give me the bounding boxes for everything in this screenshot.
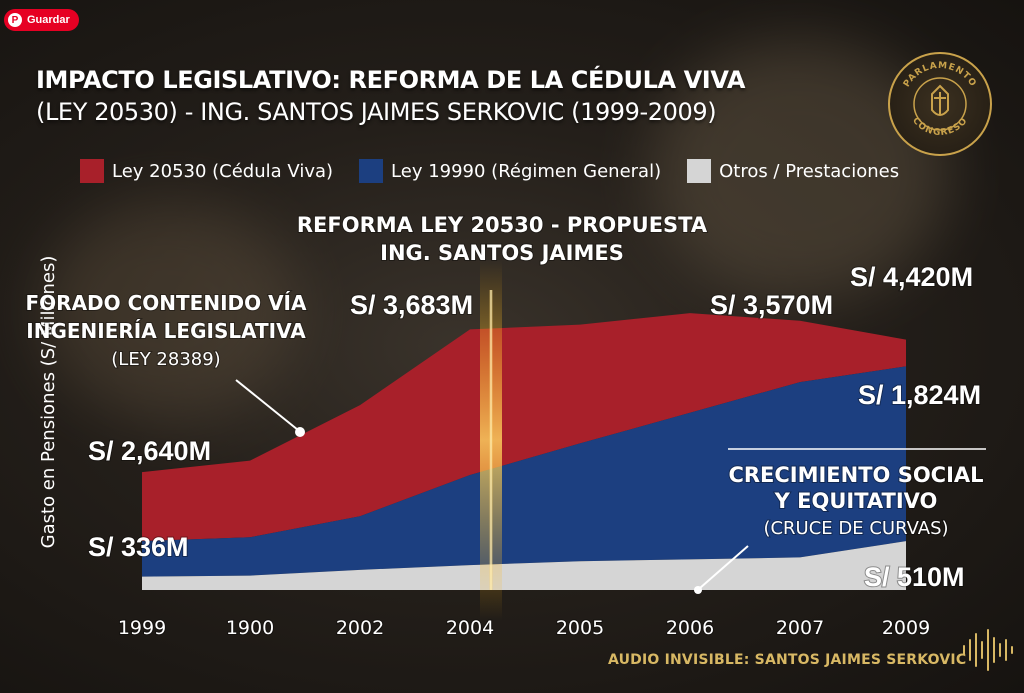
legend-item-ley-19990: Ley 19990 (Régimen General) xyxy=(359,159,661,183)
save-button[interactable]: P Guardar xyxy=(4,9,79,31)
annotation-pointer xyxy=(699,545,749,589)
legend-item-otros: Otros / Prestaciones xyxy=(687,159,899,183)
area-otros-prestaciones xyxy=(142,541,906,590)
x-tick-label: 2004 xyxy=(446,617,494,639)
title-line-2: (LEY 20530) - ING. SANTOS JAIMES SERKOVI… xyxy=(36,98,717,126)
congress-seal-icon: PARLAMENTO CONGRESO xyxy=(902,61,977,138)
value-label: S/ 3,570M xyxy=(710,290,833,320)
annotation-crecimiento: (CRUCE DE CURVAS) xyxy=(763,518,948,539)
x-tick-label: 2002 xyxy=(336,617,384,639)
area-ley-19990-r-gimen-general xyxy=(142,366,906,577)
title-line-1: IMPACTO LEGISLATIVO: REFORMA DE LA CÉDUL… xyxy=(36,66,746,94)
area-ley-20530-c-dula-viva xyxy=(142,313,906,542)
annotation-forado: (LEY 28389) xyxy=(111,349,220,370)
x-tick-label: 2007 xyxy=(776,617,824,639)
legend-swatch xyxy=(359,159,384,183)
legend-label: Otros / Prestaciones xyxy=(719,160,900,182)
y-axis-label: Gasto en Pensiones (S/ Millones) xyxy=(38,256,59,549)
audio-waveform-icon xyxy=(963,629,1013,671)
x-tick-label: 1900 xyxy=(226,617,274,639)
background-blur xyxy=(40,200,300,420)
x-tick-label: 2009 xyxy=(882,617,930,639)
legend-label: Ley 20530 (Cédula Viva) xyxy=(112,160,334,182)
annotation-forado: INGENIERÍA LEGISLATIVA xyxy=(26,319,306,343)
x-tick-label: 2006 xyxy=(666,617,714,639)
annotation-forado: FORADO CONTENIDO VÍA xyxy=(26,291,307,315)
value-label: S/ 510M xyxy=(864,562,965,592)
chart-legend: Ley 20530 (Cédula Viva) Ley 19990 (Régim… xyxy=(80,159,925,183)
footer-credit: AUDIO INVISIBLE: SANTOS JAIMES SERKOVIC xyxy=(608,652,967,668)
annotation-crecimiento: CRECIMIENTO SOCIAL xyxy=(728,463,983,487)
annotation-reform: ING. SANTOS JAIMES xyxy=(380,241,624,265)
save-button-label: Guardar xyxy=(27,14,70,26)
annotation-crecimiento: Y EQUITATIVO xyxy=(774,489,938,513)
page-title: IMPACTO LEGISLATIVO: REFORMA DE LA CÉDUL… xyxy=(36,64,856,128)
value-label: S/ 4,420M xyxy=(850,262,973,292)
legend-label: Ley 19990 (Régimen General) xyxy=(391,160,662,182)
value-label: S/ 2,640M xyxy=(88,436,211,466)
reform-marker-line xyxy=(489,290,493,590)
x-tick-label: 2005 xyxy=(556,617,604,639)
x-tick-label: 1999 xyxy=(118,617,166,639)
legend-item-ley-20530: Ley 20530 (Cédula Viva) xyxy=(80,159,333,183)
pinterest-icon: P xyxy=(8,13,22,27)
legend-swatch xyxy=(80,159,104,183)
value-label: S/ 1,824M xyxy=(858,380,981,410)
congress-seal: PARLAMENTO CONGRESO xyxy=(888,52,992,156)
annotation-pointer-dot xyxy=(694,586,702,594)
annotation-pointer-dot xyxy=(295,427,305,437)
value-label: S/ 336M xyxy=(88,532,189,562)
legend-swatch xyxy=(687,159,712,183)
annotation-reform: REFORMA LEY 20530 - PROPUESTA xyxy=(297,213,708,237)
annotation-pointer xyxy=(235,379,299,431)
value-label: S/ 3,683M xyxy=(350,290,473,320)
